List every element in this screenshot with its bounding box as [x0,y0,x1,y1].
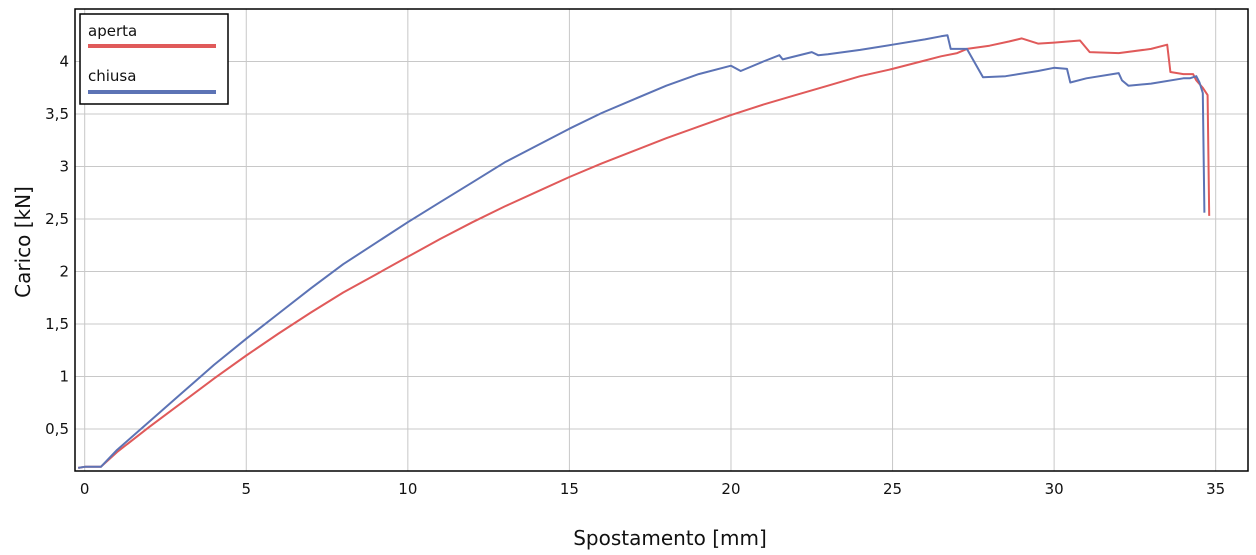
x-tick-label: 5 [241,480,251,498]
legend-label-aperta: aperta [88,22,137,40]
x-axis-title: Spostamento [mm] [573,526,767,550]
plot-frame [74,8,1249,472]
x-tick-label: 20 [721,480,740,498]
x-tick-label: 30 [1045,480,1064,498]
y-tick-label: 4 [59,53,69,71]
y-tick-label: 2,5 [45,210,69,228]
x-tick-label: 35 [1206,480,1225,498]
series-line-aperta [78,37,1211,469]
x-tick-label: 25 [883,480,902,498]
y-tick-label: 3,5 [45,105,69,123]
y-tick-labels: 0,5 1 1,5 2 2,5 3 3,5 4 [45,53,69,439]
x-tick-label: 15 [560,480,579,498]
legend-box [79,13,229,105]
series-line-chiusa [78,34,1206,469]
y-tick-label: 0,5 [45,420,69,438]
y-tick-label: 1 [59,368,69,386]
series-lines [78,34,1211,469]
x-tick-label: 10 [398,480,417,498]
x-tick-label: 0 [80,480,90,498]
y-tick-label: 2 [59,263,69,281]
y-tick-label: 1,5 [45,315,69,333]
y-axis-title: Carico [kN] [11,186,35,298]
legend: aperta chiusa [79,13,229,105]
y-tick-label: 3 [59,158,69,176]
grid [75,9,1248,471]
legend-label-chiusa: chiusa [88,67,136,85]
x-tick-labels: 0 5 10 15 20 25 30 35 [80,480,1225,498]
